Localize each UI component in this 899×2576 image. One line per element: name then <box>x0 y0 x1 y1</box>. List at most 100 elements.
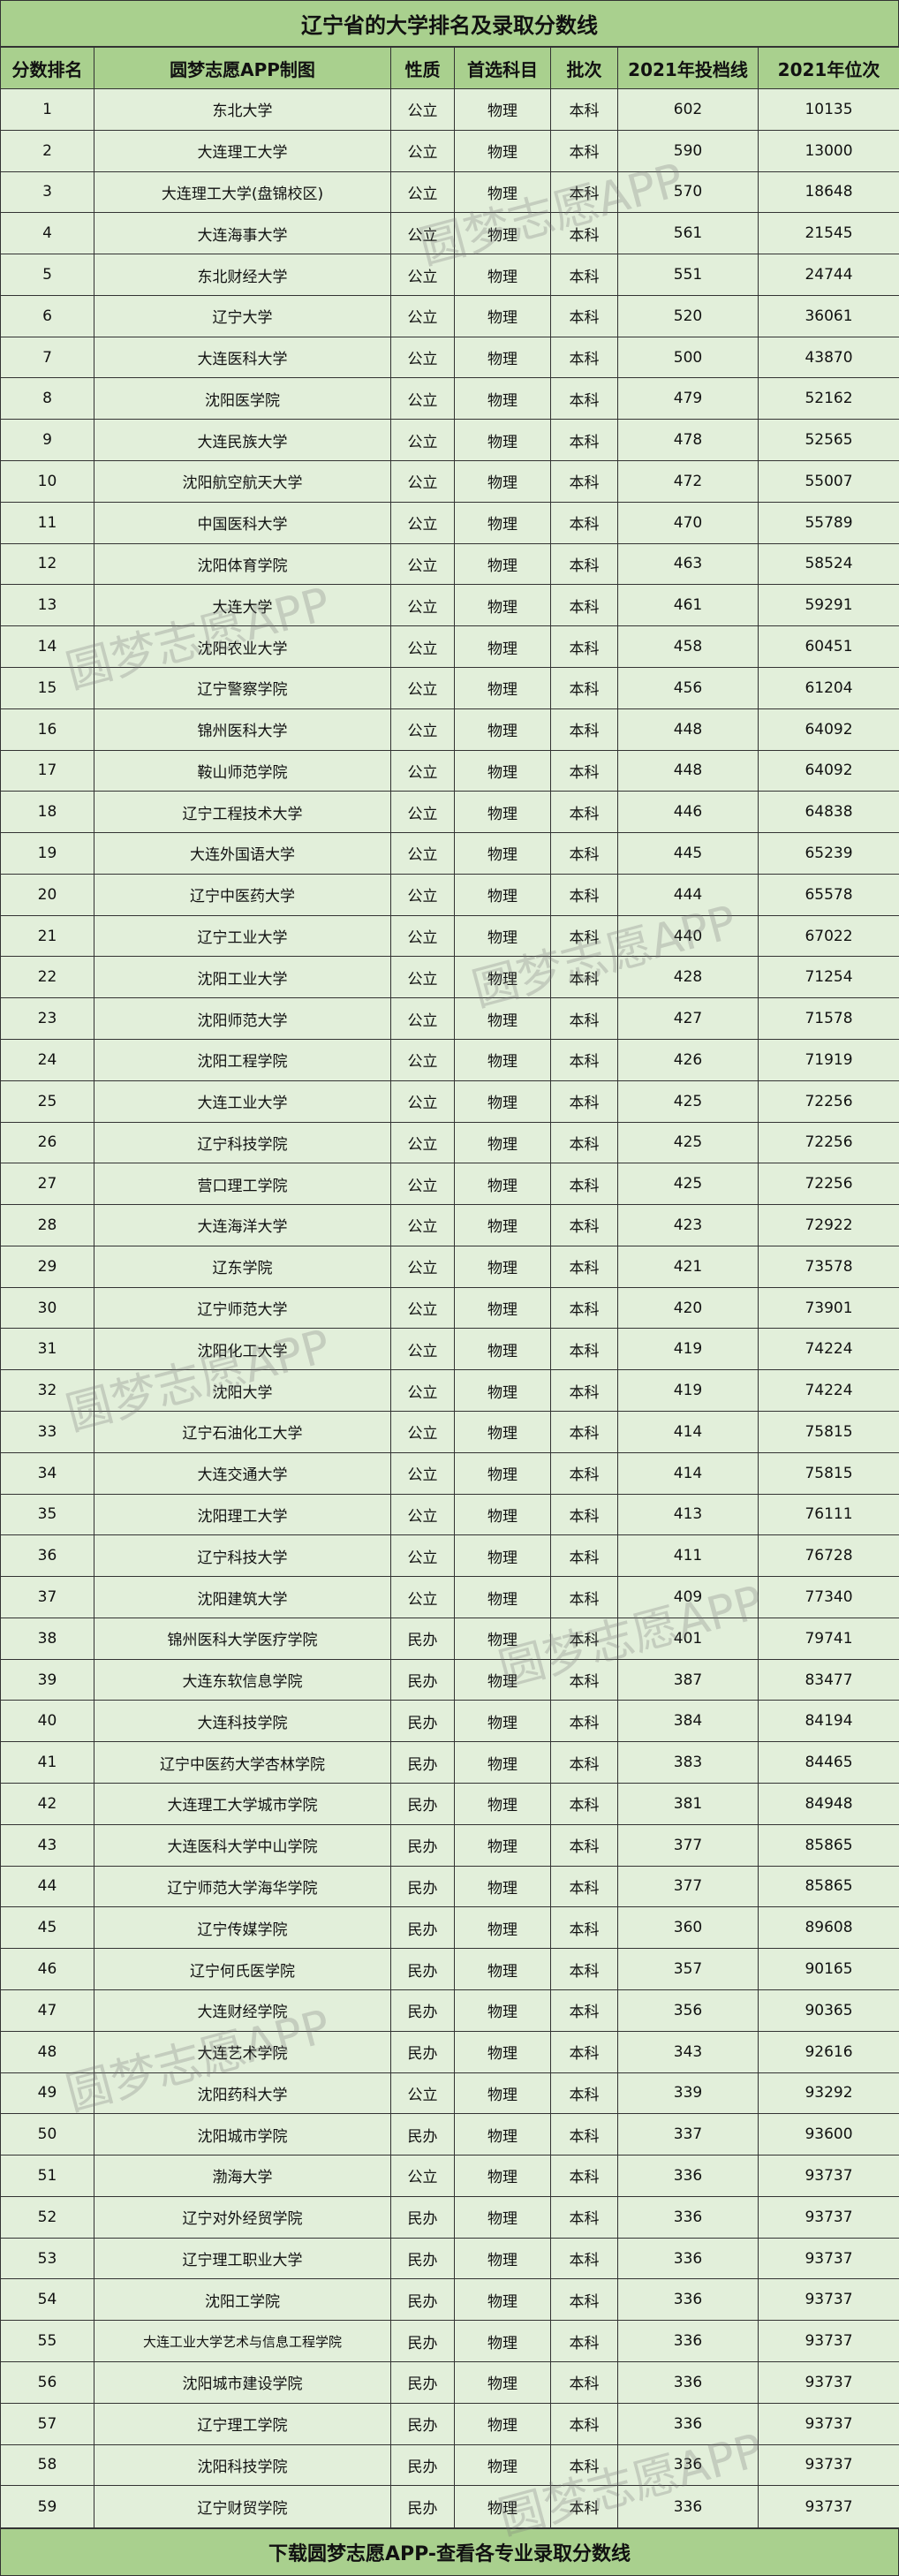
cell-batch: 本科 <box>550 254 618 296</box>
cell-school-name: 沈阳工学院 <box>94 2278 391 2322</box>
cell-school-name: 大连医科大学中山学院 <box>94 1823 391 1867</box>
cell-subject: 物理 <box>454 625 551 668</box>
cell-subject: 物理 <box>454 1658 551 1701</box>
cell-subject: 物理 <box>454 1411 551 1453</box>
cell-rank: 31 <box>0 1328 94 1371</box>
column-header-batch: 批次 <box>550 47 618 89</box>
cell-school-name: 辽宁科技大学 <box>94 1534 391 1578</box>
cell-subject: 物理 <box>454 336 551 379</box>
cell-ownership: 民办 <box>390 2485 455 2528</box>
column-header-subject: 首选科目 <box>454 47 551 89</box>
cell-subject: 物理 <box>454 914 551 958</box>
cell-position-2021: 52162 <box>758 377 899 420</box>
cell-score-2021: 384 <box>617 1700 759 1743</box>
cell-position-2021: 85865 <box>758 1865 899 1908</box>
table-row: 31 沈阳化工大学 公立 物理 本科 419 74224 <box>0 1328 899 1371</box>
table-row: 46 辽宁何氏医学院 民办 物理 本科 357 90165 <box>0 1948 899 1990</box>
table-row: 53 辽宁理工职业大学 民办 物理 本科 336 93737 <box>0 2237 899 2280</box>
cell-score-2021: 520 <box>617 294 759 337</box>
table-row: 49 沈阳药科大学 公立 物理 本科 339 93292 <box>0 2072 899 2115</box>
cell-rank: 9 <box>0 419 94 462</box>
cell-school-name: 沈阳理工大学 <box>94 1493 391 1536</box>
cell-score-2021: 337 <box>617 2113 759 2156</box>
cell-ownership: 公立 <box>390 254 455 296</box>
cell-ownership: 公立 <box>390 419 455 462</box>
cell-ownership: 民办 <box>390 1989 455 2032</box>
cell-batch: 本科 <box>550 2402 618 2445</box>
cell-rank: 5 <box>0 254 94 296</box>
cell-score-2021: 409 <box>617 1576 759 1618</box>
cell-ownership: 民办 <box>390 1865 455 1908</box>
cell-ownership: 公立 <box>390 666 455 709</box>
cell-subject: 物理 <box>454 1617 551 1660</box>
cell-position-2021: 84948 <box>758 1783 899 1825</box>
cell-subject: 物理 <box>454 1038 551 1081</box>
cell-school-name: 沈阳航空航天大学 <box>94 460 391 503</box>
cell-batch: 本科 <box>550 666 618 709</box>
cell-position-2021: 10135 <box>758 88 899 131</box>
cell-ownership: 公立 <box>390 1534 455 1578</box>
cell-subject: 物理 <box>454 294 551 337</box>
cell-position-2021: 24744 <box>758 254 899 296</box>
cell-position-2021: 93737 <box>758 2360 899 2404</box>
cell-rank: 16 <box>0 708 94 751</box>
cell-score-2021: 427 <box>617 997 759 1040</box>
cell-rank: 10 <box>0 460 94 503</box>
cell-position-2021: 93600 <box>758 2113 899 2156</box>
cell-subject: 物理 <box>454 1245 551 1288</box>
cell-position-2021: 93737 <box>758 2195 899 2239</box>
cell-position-2021: 93292 <box>758 2072 899 2115</box>
cell-subject: 物理 <box>454 749 551 792</box>
cell-subject: 物理 <box>454 2072 551 2115</box>
cell-subject: 物理 <box>454 542 551 586</box>
cell-rank: 2 <box>0 129 94 172</box>
cell-ownership: 公立 <box>390 1576 455 1618</box>
cell-score-2021: 414 <box>617 1451 759 1495</box>
cell-school-name: 沈阳师范大学 <box>94 997 391 1040</box>
cell-subject: 物理 <box>454 1204 551 1246</box>
cell-subject: 物理 <box>454 956 551 999</box>
cell-subject: 物理 <box>454 2195 551 2239</box>
table-row: 19 大连外国语大学 公立 物理 本科 445 65239 <box>0 832 899 875</box>
cell-ownership: 公立 <box>390 1493 455 1536</box>
table-row: 37 沈阳建筑大学 公立 物理 本科 409 77340 <box>0 1576 899 1618</box>
cell-rank: 38 <box>0 1617 94 1660</box>
cell-batch: 本科 <box>550 1080 618 1123</box>
cell-subject: 物理 <box>454 1534 551 1578</box>
cell-score-2021: 414 <box>617 1411 759 1453</box>
cell-subject: 物理 <box>454 129 551 172</box>
cell-position-2021: 74224 <box>758 1369 899 1412</box>
cell-subject: 物理 <box>454 212 551 255</box>
cell-batch: 本科 <box>550 2485 618 2528</box>
cell-school-name: 中国医科大学 <box>94 501 391 544</box>
cell-ownership: 公立 <box>390 584 455 627</box>
table-row: 30 辽宁师范大学 公立 物理 本科 420 73901 <box>0 1286 899 1330</box>
cell-subject: 物理 <box>454 584 551 627</box>
cell-position-2021: 93737 <box>758 2278 899 2322</box>
column-header-position-2021: 2021年位次 <box>758 47 899 89</box>
cell-school-name: 大连财经学院 <box>94 1989 391 2032</box>
cell-ownership: 公立 <box>390 1245 455 1288</box>
cell-batch: 本科 <box>550 2360 618 2404</box>
cell-batch: 本科 <box>550 2278 618 2322</box>
table-row: 35 沈阳理工大学 公立 物理 本科 413 76111 <box>0 1493 899 1536</box>
cell-score-2021: 500 <box>617 336 759 379</box>
cell-school-name: 沈阳城市学院 <box>94 2113 391 2156</box>
cell-school-name: 辽宁财贸学院 <box>94 2485 391 2528</box>
table-row: 14 沈阳农业大学 公立 物理 本科 458 60451 <box>0 625 899 668</box>
cell-school-name: 东北财经大学 <box>94 254 391 296</box>
cell-batch: 本科 <box>550 1163 618 1206</box>
cell-position-2021: 73901 <box>758 1286 899 1330</box>
cell-ownership: 公立 <box>390 708 455 751</box>
cell-subject: 物理 <box>454 1451 551 1495</box>
cell-subject: 物理 <box>454 832 551 875</box>
cell-school-name: 大连民族大学 <box>94 419 391 462</box>
cell-rank: 17 <box>0 749 94 792</box>
cell-position-2021: 93737 <box>758 2485 899 2528</box>
cell-score-2021: 448 <box>617 749 759 792</box>
cell-score-2021: 590 <box>617 129 759 172</box>
cell-position-2021: 59291 <box>758 584 899 627</box>
cell-score-2021: 479 <box>617 377 759 420</box>
cell-score-2021: 419 <box>617 1369 759 1412</box>
cell-batch: 本科 <box>550 501 618 544</box>
